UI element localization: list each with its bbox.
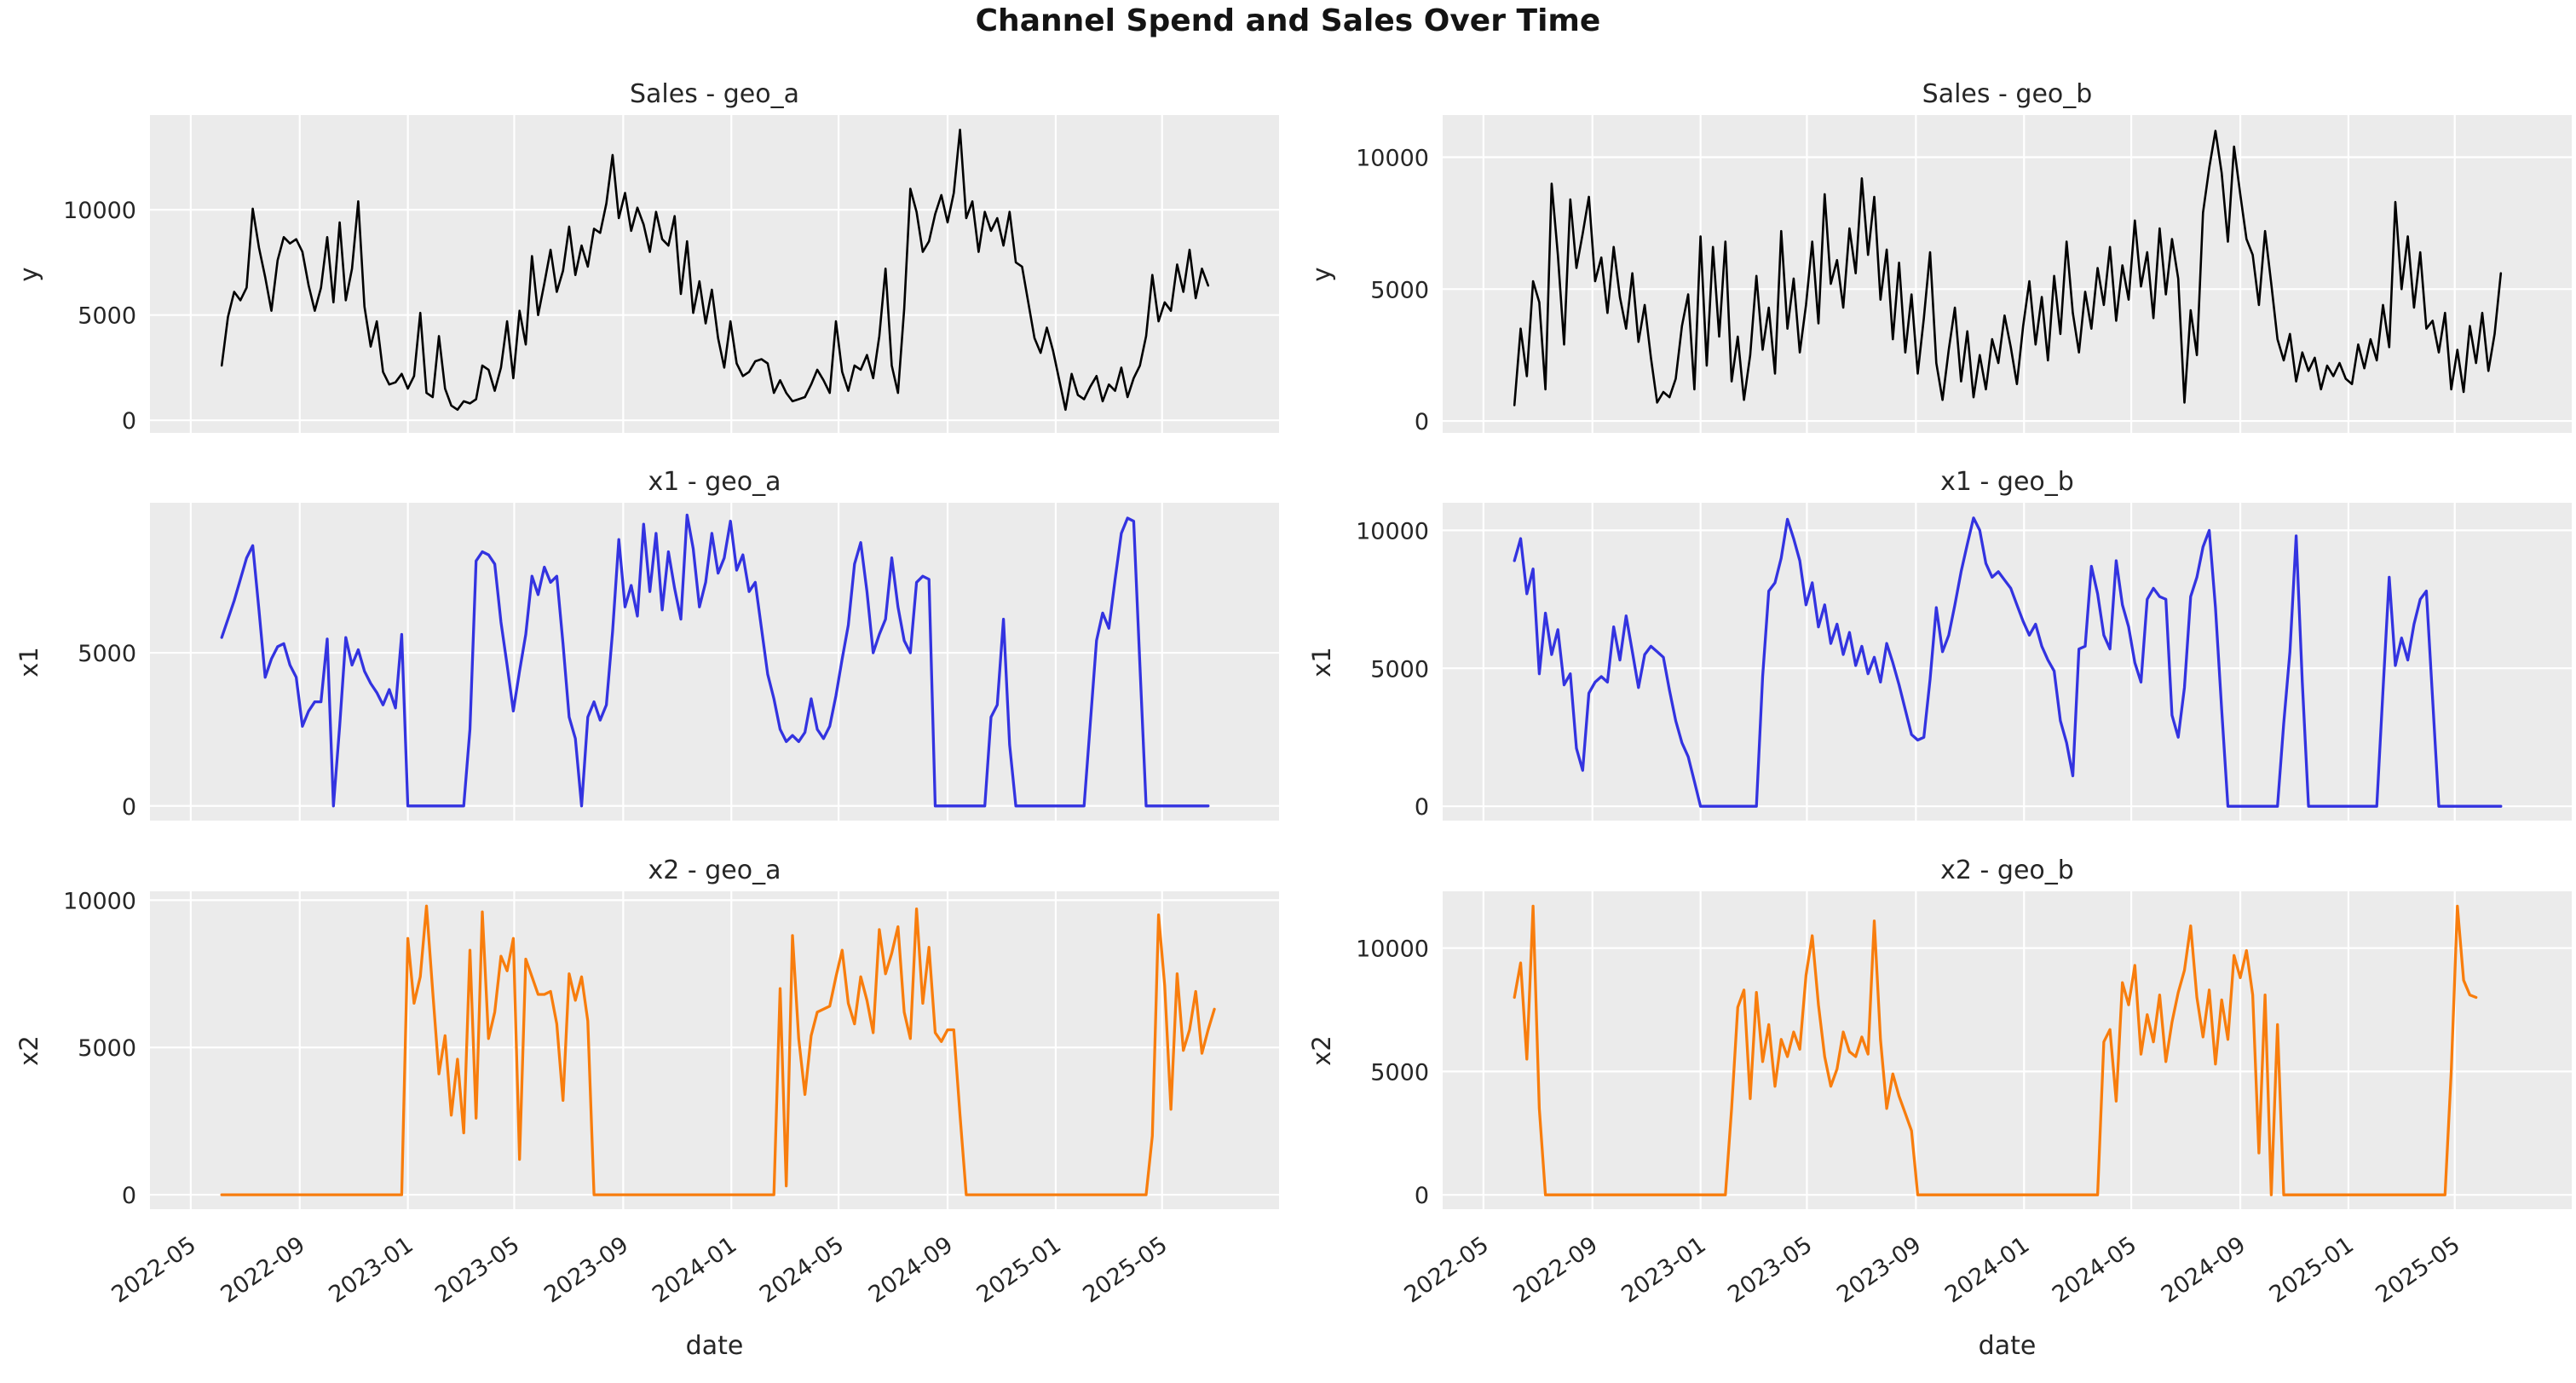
plot-area-sales_geo_a <box>150 115 1279 433</box>
x-tick-label: 2024-05 <box>2048 1231 2141 1308</box>
y-tick-label: 0 <box>1415 409 1429 435</box>
figure-title: Channel Spend and Sales Over Time <box>975 3 1601 38</box>
x-tick-label: 2023-01 <box>324 1231 418 1308</box>
x-tick-label: 2023-05 <box>430 1231 524 1308</box>
x-tick-label: 2024-09 <box>864 1231 958 1308</box>
y-axis-label-x2-geo-a: x2 <box>14 1034 43 1066</box>
plot-area-sales_geo_b <box>1443 115 2572 433</box>
x-tick-label: 2023-05 <box>1723 1231 1817 1308</box>
x-tick-label: 2022-09 <box>216 1231 310 1308</box>
plot-area-x2_geo_a <box>150 891 1279 1209</box>
y-tick-label: 5000 <box>78 1035 136 1062</box>
subplot-title-x2-geo-a: x2 - geo_a <box>648 856 781 885</box>
y-axis-label-sales-geo-a: y <box>14 266 43 282</box>
series-line-x2_geo_b <box>1513 904 2478 1196</box>
x-tick-label: 2023-09 <box>1832 1231 1926 1308</box>
y-tick-label: 5000 <box>1370 656 1429 683</box>
y-tick-label: 10000 <box>63 888 136 914</box>
y-tick-label: 5000 <box>78 303 136 330</box>
subplot-title-x1-geo-a: x1 - geo_a <box>648 467 781 497</box>
x-tick-label: 2023-01 <box>1616 1231 1710 1308</box>
subplot-title-sales-geo-b: Sales - geo_b <box>1922 79 2093 109</box>
x-axis-label-right: date <box>1978 1331 2037 1361</box>
x-tick-label: 2022-05 <box>1400 1231 1494 1308</box>
plot-area-x2_geo_b <box>1443 891 2572 1209</box>
y-axis-label-x1-geo-a: x1 <box>14 646 43 677</box>
x-tick-label: 2024-09 <box>2157 1231 2250 1308</box>
y-tick-label: 0 <box>1415 1183 1429 1209</box>
y-tick-label: 5000 <box>1370 1059 1429 1086</box>
x-axis-label-left: date <box>685 1331 744 1361</box>
x-tick-label: 2023-09 <box>539 1231 633 1308</box>
y-tick-label: 0 <box>122 794 136 821</box>
x-tick-label: 2025-01 <box>2265 1231 2359 1308</box>
y-axis-label-x1-geo-b: x1 <box>1307 646 1336 677</box>
x-tick-label: 2024-01 <box>648 1231 741 1308</box>
y-tick-label: 0 <box>122 408 136 435</box>
y-tick-label: 0 <box>122 1183 136 1209</box>
subplot-title-x1-geo-b: x1 - geo_b <box>1940 467 2074 497</box>
y-tick-label: 10000 <box>1356 936 1429 963</box>
y-tick-label: 0 <box>1415 794 1429 821</box>
series-line-sales_geo_b <box>1513 130 2503 406</box>
y-axis-label-sales-geo-b: y <box>1307 266 1336 282</box>
subplot-title-x2-geo-b: x2 - geo_b <box>1940 856 2074 885</box>
x-tick-label: 2025-05 <box>2371 1231 2465 1308</box>
plot-area-x1_geo_b <box>1443 503 2572 821</box>
series-line-x1_geo_a <box>220 513 1210 808</box>
y-axis-label-x2-geo-b: x2 <box>1307 1034 1336 1066</box>
x-tick-label: 2025-05 <box>1079 1231 1173 1308</box>
x-tick-label: 2022-09 <box>1509 1231 1603 1308</box>
y-tick-label: 10000 <box>1356 518 1429 545</box>
x-tick-label: 2025-01 <box>972 1231 1066 1308</box>
series-line-sales_geo_a <box>220 129 1210 412</box>
y-tick-label: 10000 <box>1356 146 1429 172</box>
series-line-x1_geo_b <box>1513 516 2503 808</box>
x-tick-label: 2024-01 <box>1940 1231 2034 1308</box>
y-tick-label: 10000 <box>63 198 136 224</box>
y-tick-label: 5000 <box>1370 277 1429 303</box>
x-tick-label: 2022-05 <box>107 1231 201 1308</box>
x-tick-label: 2024-05 <box>755 1231 849 1308</box>
y-tick-label: 5000 <box>78 641 136 667</box>
subplot-title-sales-geo-a: Sales - geo_a <box>630 79 799 109</box>
series-line-x2_geo_a <box>220 904 1216 1196</box>
